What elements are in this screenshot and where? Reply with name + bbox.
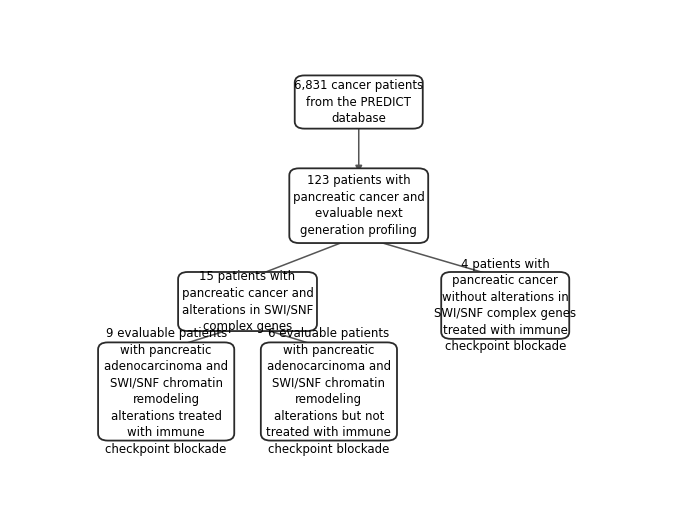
Text: 9 evaluable patients
with pancreatic
adenocarcinoma and
SWI/SNF chromatin
remode: 9 evaluable patients with pancreatic ade… (104, 327, 228, 456)
FancyBboxPatch shape (441, 272, 569, 339)
FancyBboxPatch shape (178, 272, 317, 331)
FancyBboxPatch shape (295, 75, 423, 129)
FancyBboxPatch shape (261, 342, 397, 440)
Text: 6,831 cancer patients
from the PREDICT
database: 6,831 cancer patients from the PREDICT d… (294, 79, 424, 125)
Text: 4 patients with
pancreatic cancer
without alterations in
SWI/SNF complex genes
t: 4 patients with pancreatic cancer withou… (434, 258, 576, 353)
Text: 6 evaluable patients
with pancreatic
adenocarcinoma and
SWI/SNF chromatin
remode: 6 evaluable patients with pancreatic ade… (267, 327, 391, 456)
Text: 15 patients with
pancreatic cancer and
alterations in SWI/SNF
complex genes: 15 patients with pancreatic cancer and a… (181, 270, 314, 333)
Text: 123 patients with
pancreatic cancer and
evaluable next
generation profiling: 123 patients with pancreatic cancer and … (293, 174, 425, 237)
FancyBboxPatch shape (98, 342, 234, 440)
FancyBboxPatch shape (289, 168, 428, 243)
